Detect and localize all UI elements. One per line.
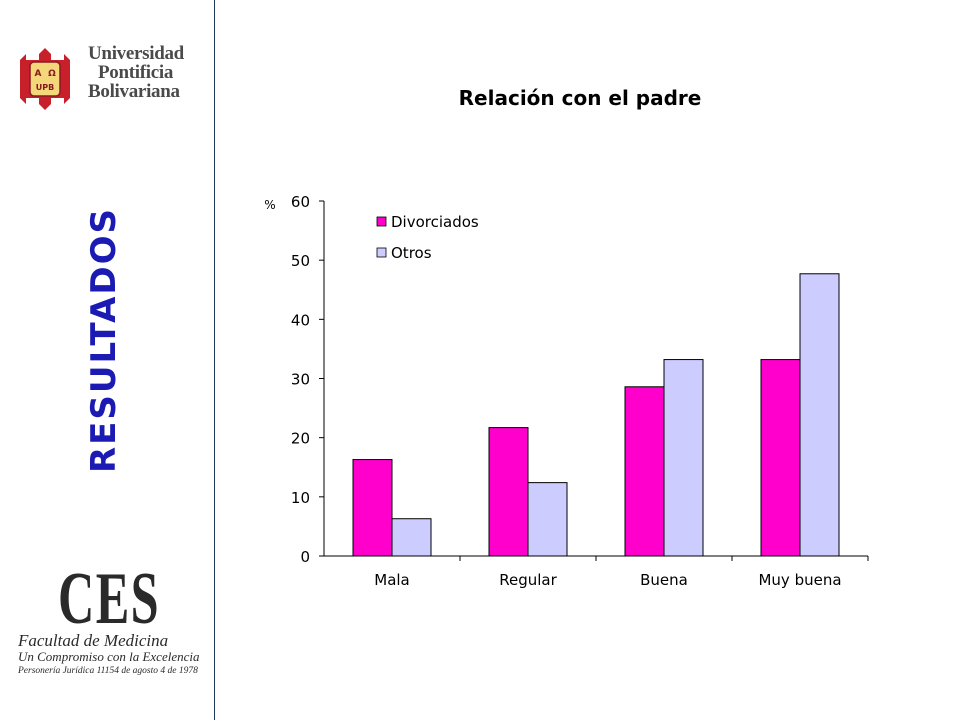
legend-label: Divorciados — [391, 213, 479, 231]
x-tick-label: Buena — [640, 571, 688, 589]
seal-omega: Ω — [48, 69, 56, 79]
ces-line-1: Facultad de Medicina — [18, 631, 169, 650]
y-tick-label: 60 — [291, 193, 310, 211]
y-tick-label: 30 — [291, 371, 310, 389]
bar-otros — [391, 518, 432, 557]
bar-divorciados — [624, 386, 665, 557]
bar-otros — [527, 482, 568, 557]
y-tick-label: 40 — [291, 311, 310, 329]
y-tick-label: 10 — [291, 489, 310, 507]
bar-divorciados — [352, 459, 393, 557]
vertical-divider — [214, 0, 215, 720]
logo-line-3: Bolivariana — [88, 81, 180, 102]
ces-line-2: Un Compromiso con la Excelencia — [18, 649, 200, 664]
chart-title: Relación con el padre — [458, 86, 702, 110]
y-tick-label: 50 — [291, 252, 310, 270]
y-tick-label: 0 — [300, 548, 310, 566]
logo-line-1: Universidad — [88, 43, 184, 64]
bar-otros — [663, 359, 704, 557]
upb-seal-icon: A Ω UPB — [20, 48, 70, 110]
y-tick-label: 20 — [291, 430, 310, 448]
seal-alpha: A — [35, 69, 42, 79]
y-axis-label: % — [264, 198, 275, 212]
legend-swatch — [376, 216, 387, 227]
ces-line-3: Personería Jurídica 11154 de agosto 4 de… — [18, 666, 198, 676]
logo-line-2: Pontificia — [98, 62, 174, 83]
seal-upb: UPB — [36, 83, 54, 92]
legend-swatch — [376, 247, 387, 258]
ces-logo: CES Facultad de Medicina Un Compromiso c… — [18, 562, 208, 678]
upb-logo: A Ω UPB Universidad Pontificia Bolivaria… — [20, 44, 200, 112]
x-tick-label: Regular — [499, 571, 557, 589]
x-tick-label: Mala — [374, 571, 410, 589]
ces-wordmark: CES — [58, 558, 160, 640]
x-tick-label: Muy buena — [758, 571, 841, 589]
bar-otros — [799, 273, 840, 557]
legend-label: Otros — [391, 244, 432, 262]
bar-divorciados — [760, 359, 801, 557]
bar-divorciados — [488, 427, 529, 557]
